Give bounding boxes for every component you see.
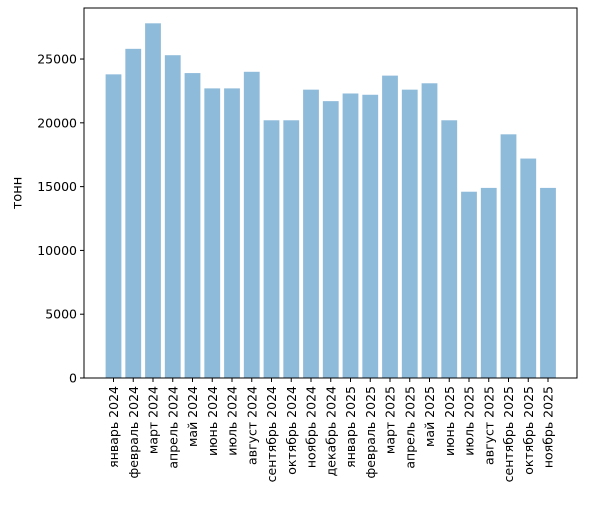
- y-axis-ticks: 0 5000 10000 15000 20000 25000: [37, 52, 84, 386]
- x-axis-ticks: январь 2024 февраль 2024 март 2024 апрель 2…: [106, 378, 556, 482]
- y-axis-label: тонн: [11, 177, 26, 210]
- x-tick-label: июль 2024: [225, 386, 240, 456]
- x-tick-label: апрель 2024: [165, 386, 180, 469]
- x-tick-label: апрель 2025: [402, 386, 417, 469]
- bar: [164, 55, 181, 378]
- x-tick-label: ноябрь 2024: [304, 386, 319, 468]
- bar: [441, 120, 458, 378]
- x-tick-label: ноябрь 2025: [541, 386, 556, 468]
- bar: [382, 75, 398, 378]
- bar: [204, 88, 221, 379]
- x-tick-label: декабрь 2024: [323, 386, 338, 476]
- bar: [263, 120, 280, 378]
- x-tick-label: июнь 2025: [442, 386, 457, 456]
- bar: [342, 93, 359, 378]
- bar: [520, 158, 537, 378]
- y-tick-label: 0: [69, 371, 77, 386]
- bar: [421, 83, 438, 378]
- y-tick-label: 15000: [37, 179, 77, 194]
- x-tick-label: февраль 2025: [363, 386, 378, 478]
- x-tick-label: октябрь 2024: [284, 386, 299, 475]
- bars-group: [105, 23, 556, 379]
- bar: [125, 48, 142, 379]
- bar: [500, 134, 517, 378]
- x-tick-label: февраль 2024: [126, 386, 141, 479]
- x-tick-label: сентябрь 2024: [264, 386, 279, 482]
- bar: [145, 23, 161, 379]
- bar: [461, 191, 477, 378]
- x-tick-label: октябрь 2025: [521, 386, 536, 475]
- x-tick-label: январь 2024: [106, 386, 121, 468]
- bar: [283, 120, 300, 378]
- bar: [362, 94, 379, 379]
- plot-frame: [83, 7, 578, 379]
- bar: [303, 89, 319, 378]
- x-tick-label: июнь 2024: [205, 386, 220, 456]
- x-tick-label: март 2024: [146, 386, 161, 454]
- y-tick-label: 5000: [45, 307, 77, 322]
- bar: [401, 89, 418, 378]
- bar: [224, 88, 240, 379]
- bar: [184, 73, 201, 378]
- x-tick-label: май 2025: [422, 386, 437, 447]
- bar: [480, 187, 497, 378]
- bar: [540, 187, 556, 378]
- y-tick-label: 10000: [37, 243, 77, 258]
- x-tick-label: май 2024: [185, 386, 200, 447]
- bar: [105, 74, 122, 379]
- x-tick-label: январь 2025: [343, 386, 358, 468]
- x-tick-label: март 2025: [383, 386, 398, 454]
- x-tick-label: июль 2025: [462, 386, 477, 456]
- bar: [243, 71, 260, 379]
- x-tick-label: август 2024: [244, 386, 259, 465]
- x-tick-label: сентябрь 2025: [501, 386, 516, 482]
- bar: [322, 101, 339, 378]
- y-tick-label: 25000: [37, 52, 77, 67]
- x-tick-label: август 2025: [481, 386, 496, 465]
- y-tick-label: 20000: [37, 115, 77, 130]
